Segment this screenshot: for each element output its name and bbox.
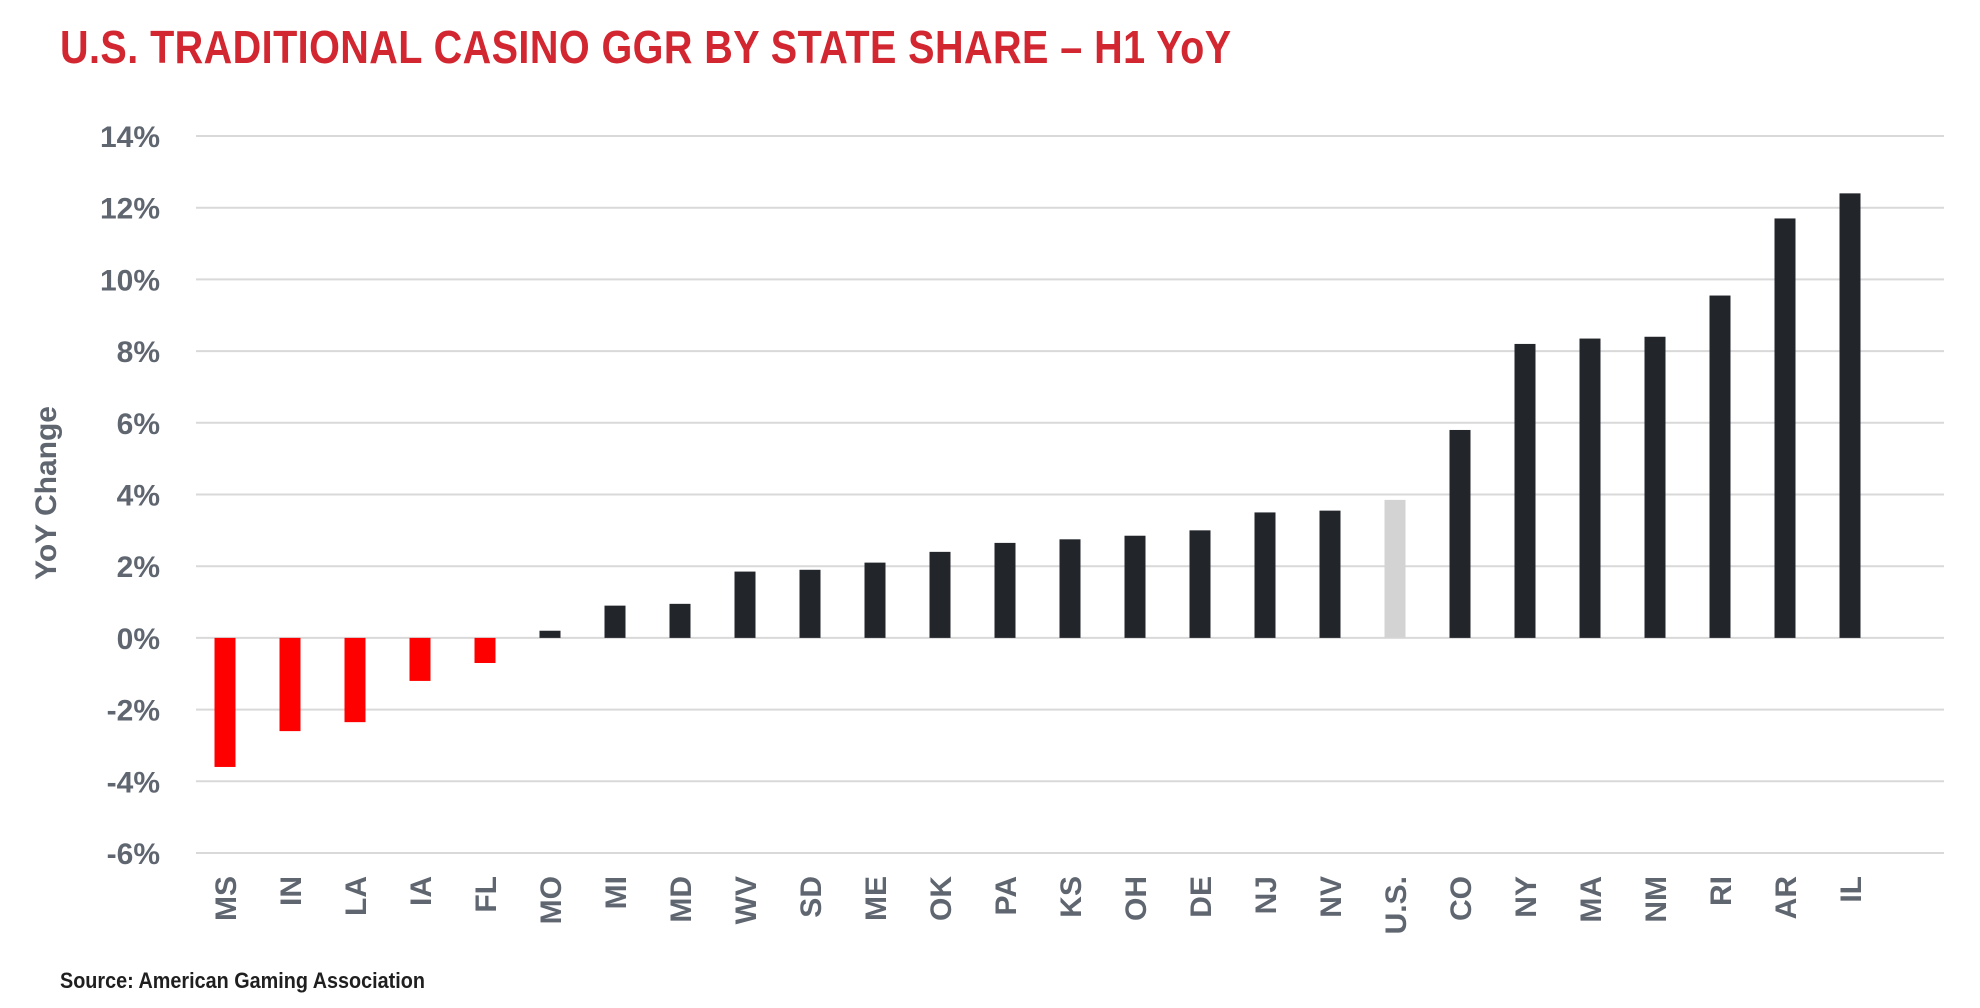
x-category-label: AR bbox=[1770, 876, 1803, 920]
bar-ma bbox=[1579, 338, 1601, 638]
y-axis-title: YoY Change bbox=[30, 406, 63, 580]
bar-ia bbox=[409, 637, 431, 681]
x-category-label: IL bbox=[1835, 876, 1868, 903]
bar-me bbox=[864, 562, 886, 638]
x-category-label: KS bbox=[1055, 876, 1088, 918]
bar-mi bbox=[604, 605, 626, 638]
gridlines bbox=[196, 135, 1944, 854]
x-category-label: MD bbox=[665, 876, 698, 923]
x-category-label: NJ bbox=[1250, 876, 1283, 914]
bar-ks bbox=[1059, 539, 1081, 638]
bar-nj bbox=[1254, 512, 1276, 638]
bar-co bbox=[1449, 429, 1471, 638]
x-category-label: CO bbox=[1445, 876, 1478, 921]
x-category-label: DE bbox=[1185, 876, 1218, 918]
bar-md bbox=[669, 603, 691, 638]
y-tick-label: -2% bbox=[107, 695, 160, 728]
bar-us bbox=[1384, 499, 1406, 638]
x-category-label: MO bbox=[535, 876, 568, 924]
x-category-label: SD bbox=[795, 876, 828, 918]
x-category-label: NV bbox=[1315, 876, 1348, 918]
bar-in bbox=[279, 637, 301, 732]
y-tick-label: 12% bbox=[100, 193, 160, 226]
bar-sd bbox=[799, 569, 821, 638]
x-category-label: MS bbox=[210, 876, 243, 921]
y-tick-label: -6% bbox=[107, 838, 160, 871]
bar-oh bbox=[1124, 535, 1146, 638]
x-category-label: MI bbox=[600, 876, 633, 909]
bar-il bbox=[1839, 193, 1861, 638]
bar-ok bbox=[929, 551, 951, 638]
source-note: Source: American Gaming Association bbox=[60, 968, 425, 993]
x-category-label: OK bbox=[925, 876, 958, 921]
x-category-label: RI bbox=[1705, 876, 1738, 906]
bar-de bbox=[1189, 530, 1211, 638]
chart-title: U.S. TRADITIONAL CASINO GGR BY STATE SHA… bbox=[60, 21, 1232, 73]
y-tick-label: 8% bbox=[117, 336, 160, 369]
x-category-label: WV bbox=[730, 876, 763, 924]
bar-mo bbox=[539, 630, 561, 638]
bar-ms bbox=[214, 637, 236, 767]
y-tick-label: 4% bbox=[117, 480, 160, 513]
y-tick-label: 2% bbox=[117, 551, 160, 584]
bar-fl bbox=[474, 637, 496, 663]
y-tick-label: 0% bbox=[117, 623, 160, 656]
x-category-label: NY bbox=[1510, 876, 1543, 918]
y-axis-tick-labels: 14% 12% 10% 8% 6% 4% 2% 0% -2% -4% -6% bbox=[100, 121, 160, 871]
y-tick-label: 6% bbox=[117, 408, 160, 441]
bar-nv bbox=[1319, 510, 1341, 638]
x-category-label: NM bbox=[1640, 876, 1673, 923]
y-tick-label: 10% bbox=[100, 264, 160, 297]
x-category-label: FL bbox=[470, 876, 503, 913]
x-category-label: ME bbox=[860, 876, 893, 921]
x-axis-category-labels: MS IN LA IA FL MO MI MD WV SD ME OK PA KS OH DE NJ NV U.S.… bbox=[210, 876, 1868, 935]
bar-ri bbox=[1709, 295, 1731, 638]
bar-wv bbox=[734, 571, 756, 638]
bar-pa bbox=[994, 542, 1016, 638]
x-category-label: U.S. bbox=[1380, 876, 1413, 934]
y-tick-label: -4% bbox=[107, 766, 160, 799]
x-category-label: MA bbox=[1575, 876, 1608, 923]
x-category-label: IN bbox=[275, 876, 308, 906]
x-category-label: OH bbox=[1120, 876, 1153, 921]
bar-ar bbox=[1774, 218, 1796, 638]
bar-ny bbox=[1514, 343, 1536, 638]
x-category-label: IA bbox=[405, 876, 438, 906]
x-category-label: PA bbox=[990, 876, 1023, 915]
bar-la bbox=[344, 637, 366, 723]
y-tick-label: 14% bbox=[100, 121, 160, 154]
bar-nm bbox=[1644, 336, 1666, 638]
bar-chart: 14%12%10%8%6%4%2%0%-2%-4%-6% MS IN LA IA FL M… bbox=[30, 121, 1944, 935]
x-category-label: LA bbox=[340, 876, 373, 916]
bars bbox=[214, 193, 1861, 767]
